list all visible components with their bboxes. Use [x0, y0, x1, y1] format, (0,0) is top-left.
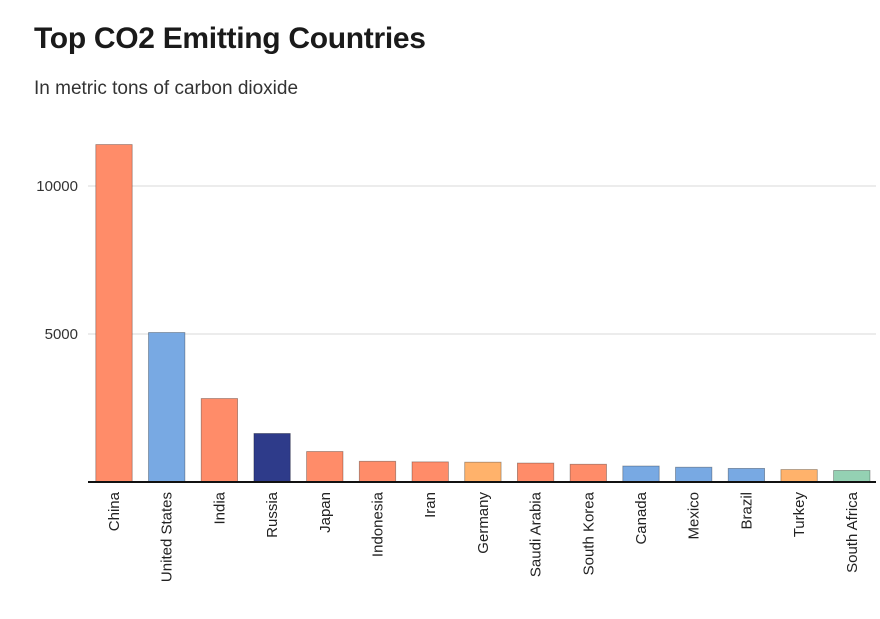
category-label: Brazil — [738, 492, 755, 530]
bar — [780, 469, 818, 483]
bar — [306, 451, 344, 483]
bars — [95, 144, 871, 483]
bar — [200, 398, 238, 483]
gridlines: 5000 10000 — [36, 178, 876, 343]
category-label: Canada — [633, 491, 650, 544]
bar — [675, 466, 713, 483]
chart-title: Top CO2 Emitting Countries — [34, 22, 426, 55]
bar — [253, 433, 291, 483]
bar — [727, 467, 766, 483]
bar — [569, 463, 607, 483]
category-label: Germany — [475, 492, 492, 554]
category-label: China — [106, 491, 123, 531]
bar — [833, 470, 871, 483]
category-label: Japan — [317, 492, 334, 533]
y-tick-label: 10000 — [36, 178, 78, 195]
bar — [148, 332, 186, 483]
category-label: Mexico — [686, 492, 703, 540]
y-tick-label: 5000 — [45, 326, 78, 343]
category-label: South Korea — [580, 491, 597, 575]
category-label: United States — [159, 492, 176, 582]
bar — [622, 465, 660, 483]
bar — [358, 460, 397, 483]
category-label: Iran — [422, 492, 439, 518]
bar — [464, 461, 502, 483]
bar — [517, 462, 555, 483]
category-label: Indonesia — [370, 491, 387, 557]
category-label: South Africa — [844, 491, 861, 573]
category-label: Turkey — [791, 492, 808, 538]
bar — [95, 144, 133, 483]
chart-subtitle: In metric tons of carbon dioxide — [34, 78, 299, 99]
category-label: India — [211, 491, 228, 524]
category-label: Saudi Arabia — [528, 491, 545, 577]
category-labels: China United States India Russia Japan Indone… — [106, 491, 861, 582]
category-label: Russia — [264, 491, 281, 538]
bar — [411, 461, 449, 483]
